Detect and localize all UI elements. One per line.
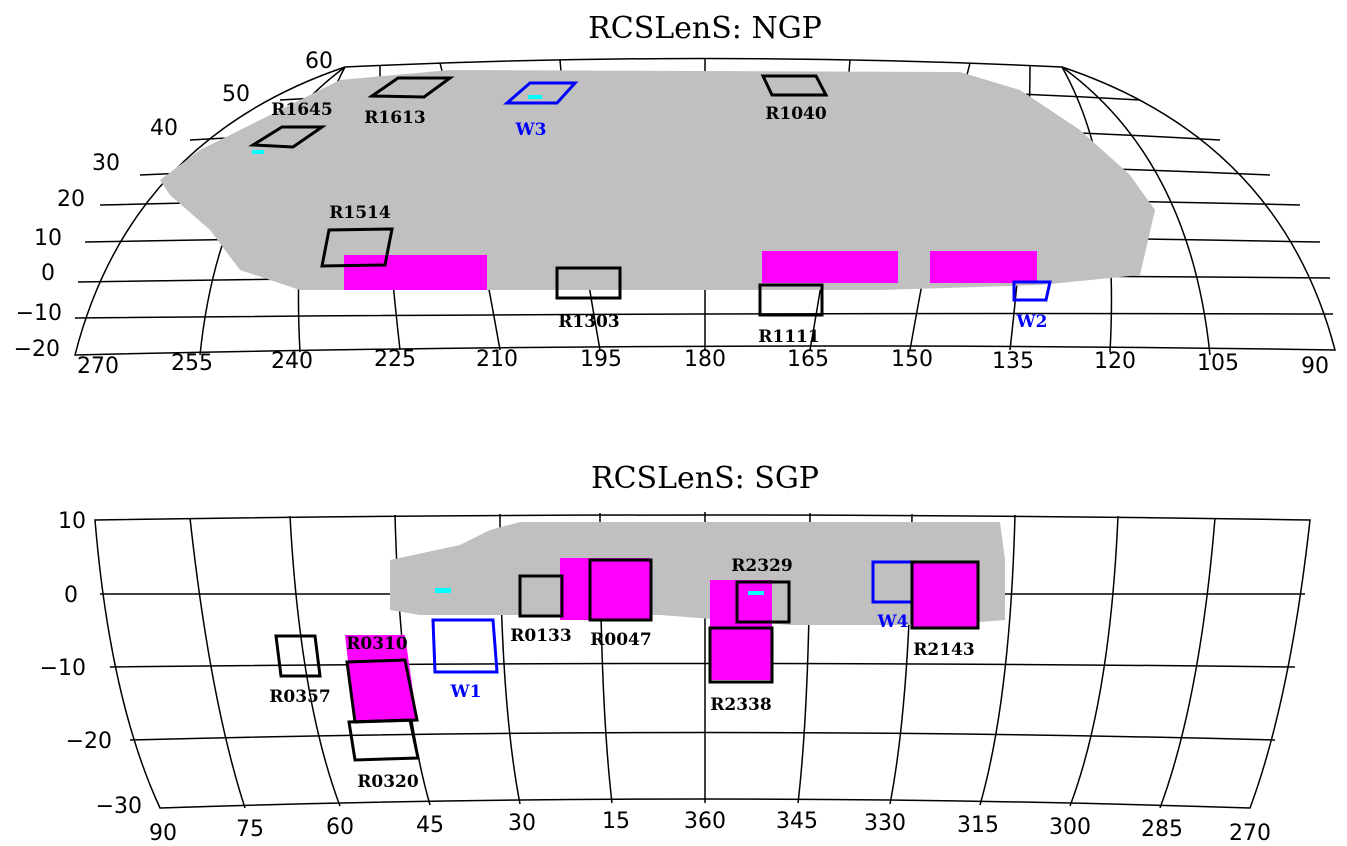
- field-label: R0320: [357, 772, 419, 792]
- ra-label: 240: [271, 349, 313, 374]
- dec-label: −10: [40, 656, 86, 681]
- ra-label: 60: [326, 815, 354, 840]
- field-box: [502, 81, 579, 105]
- dec-label: 60: [305, 49, 333, 74]
- ra-label: 135: [992, 349, 1034, 374]
- field-box: [248, 125, 327, 149]
- ra-label: 90: [149, 821, 177, 846]
- field-label: R1111: [758, 327, 819, 347]
- ra-label: 75: [236, 817, 264, 842]
- ra-label: 150: [891, 347, 933, 372]
- ra-label: 120: [1094, 349, 1136, 374]
- ra-label: 270: [1229, 821, 1271, 846]
- ra-label: 105: [1197, 351, 1239, 376]
- field-label: R0047: [590, 630, 651, 650]
- field-label: R1613: [364, 108, 425, 128]
- ra-label: 225: [374, 347, 416, 372]
- field-box: [910, 560, 980, 630]
- ra-label: 345: [776, 809, 818, 834]
- field-label: R1645: [271, 100, 332, 120]
- field-label: R2143: [913, 640, 974, 660]
- ra-label: 30: [508, 811, 536, 836]
- field-box: [758, 283, 824, 317]
- ra-label: 285: [1141, 817, 1183, 842]
- panel-title: RCSLenS: NGP: [588, 11, 822, 46]
- panel-title: RCSLenS: SGP: [591, 461, 819, 496]
- field-box: [347, 718, 420, 762]
- survey-footprint: [160, 70, 1155, 625]
- dec-label: −20: [66, 729, 112, 754]
- field-box: [760, 74, 829, 97]
- dec-label: 10: [58, 509, 86, 534]
- ra-label: 45: [416, 813, 444, 838]
- ra-label: 180: [684, 347, 726, 372]
- field-box: [588, 558, 653, 622]
- dec-label: −10: [16, 301, 62, 326]
- field-label: R0133: [510, 626, 571, 646]
- ra-label: 210: [476, 347, 518, 372]
- dec-label: 0: [41, 261, 55, 286]
- field-label: R2338: [710, 695, 771, 715]
- field-box: [367, 76, 455, 99]
- ra-label: 315: [957, 813, 999, 838]
- field-box: [1012, 280, 1052, 302]
- field-label: R1303: [558, 312, 619, 332]
- ra-label: 360: [684, 809, 726, 834]
- field-box: [518, 574, 564, 618]
- field-box: [320, 227, 394, 268]
- dec-label: 40: [150, 116, 178, 141]
- field-label: R2329: [731, 556, 792, 576]
- ra-label: 255: [171, 351, 213, 376]
- ra-label: 270: [77, 354, 119, 379]
- field-box: [431, 618, 499, 674]
- field-label: R0357: [269, 687, 330, 707]
- field-label: W2: [1016, 312, 1048, 332]
- field-box: [555, 266, 622, 300]
- ra-label: 195: [580, 347, 622, 372]
- dec-label: 10: [34, 226, 62, 251]
- field-label: W4: [877, 612, 909, 632]
- dec-label: −20: [14, 337, 60, 362]
- dec-label: −30: [96, 794, 142, 819]
- dec-label: 0: [64, 583, 78, 608]
- ra-label: 330: [864, 811, 906, 836]
- dec-label: 30: [92, 151, 120, 176]
- observed-regions: [344, 251, 1037, 722]
- ra-label: 15: [602, 809, 630, 834]
- ra-label: 300: [1049, 815, 1091, 840]
- field-box: [708, 626, 774, 684]
- field-label: R1514: [329, 203, 391, 223]
- field-label: W1: [450, 682, 482, 702]
- field-label: R1040: [765, 104, 827, 124]
- ra-label: 90: [1301, 354, 1329, 379]
- ra-label: 165: [787, 347, 829, 372]
- dec-label: 50: [222, 82, 250, 107]
- dec-label: 20: [57, 187, 85, 212]
- field-box: [345, 658, 419, 724]
- field-label: W3: [515, 120, 547, 140]
- cyan-marks: [252, 95, 764, 595]
- field-box: [735, 580, 791, 624]
- field-box: [274, 634, 322, 678]
- field-label: R0310: [346, 634, 408, 654]
